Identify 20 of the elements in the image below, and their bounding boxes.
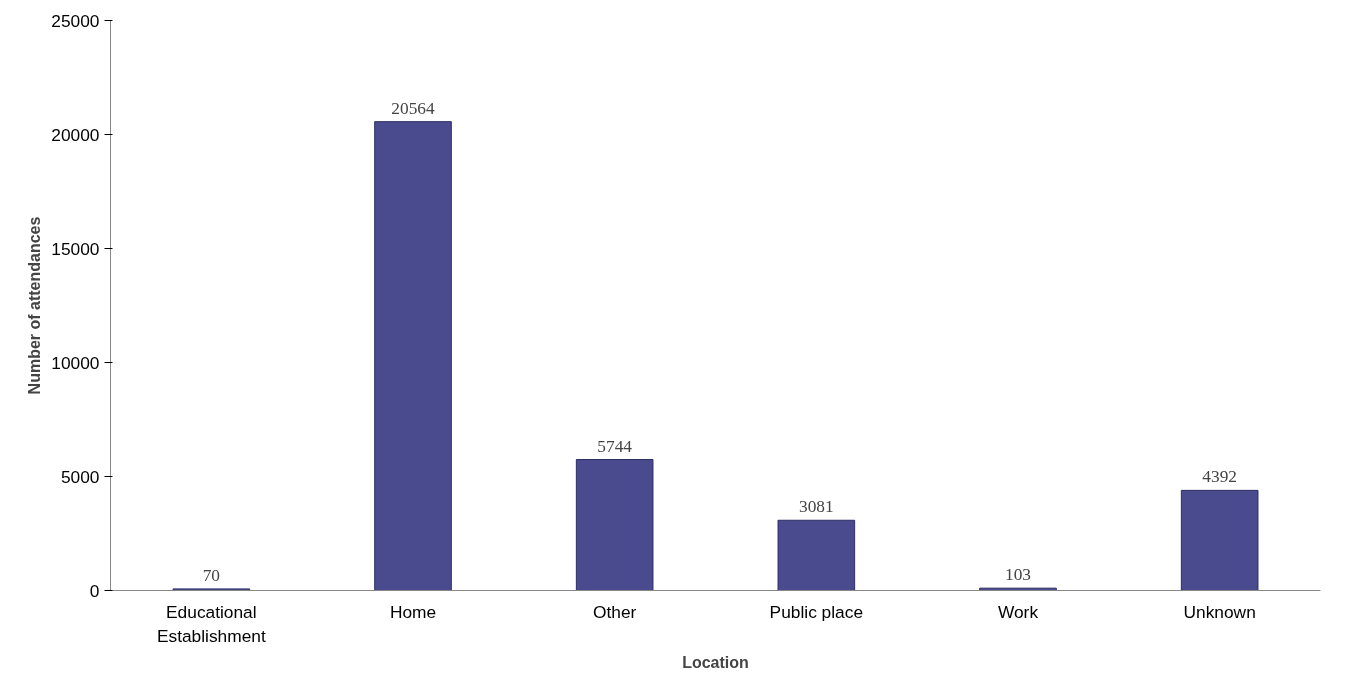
x-tick-label: Educational Establishment <box>156 601 266 646</box>
data-label: 20564 <box>391 98 435 118</box>
x-tick-label: Public place <box>769 601 864 622</box>
data-label: 5744 <box>597 436 633 456</box>
data-label: 3081 <box>799 497 834 517</box>
y-axis-title: Number of attendances <box>26 216 44 395</box>
y-tick-label: 0 <box>89 580 100 601</box>
data-label: 70 <box>202 565 220 585</box>
x-axis-title: Location <box>682 653 749 671</box>
data-label: 103 <box>1005 565 1031 585</box>
y-tick-label: 10000 <box>51 352 100 373</box>
x-tick-label: Other <box>593 601 637 622</box>
y-tick-label: 15000 <box>51 238 100 259</box>
x-tick-label: Work <box>997 601 1039 622</box>
y-tick-label: 20000 <box>51 124 100 145</box>
data-label: 4392 <box>1202 467 1237 487</box>
y-tick-label: 25000 <box>51 10 100 31</box>
x-tick-label: Home <box>389 601 437 622</box>
y-tick-label: 5000 <box>60 466 100 487</box>
x-tick-label: Unknown <box>1183 601 1256 622</box>
